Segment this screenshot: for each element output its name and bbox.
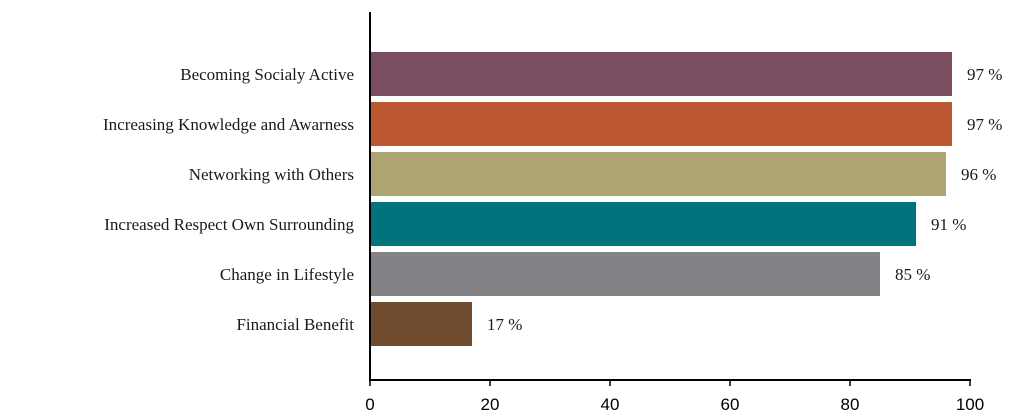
- category-labels: Becoming Socialy Active Increasing Knowle…: [103, 65, 354, 334]
- category-label: Increasing Knowledge and Awarness: [103, 115, 354, 134]
- category-label: Becoming Socialy Active: [180, 65, 354, 84]
- bar: [370, 102, 952, 146]
- x-tick-label: 60: [721, 395, 740, 414]
- value-label: 97 %: [967, 115, 1002, 134]
- category-label: Financial Benefit: [236, 315, 354, 334]
- x-tick-label: 80: [841, 395, 860, 414]
- bar: [370, 152, 946, 196]
- category-label: Change in Lifestyle: [220, 265, 354, 284]
- value-label: 96 %: [961, 165, 996, 184]
- bar: [370, 302, 472, 346]
- x-tick-label: 20: [481, 395, 500, 414]
- x-axis-ticks: 0 20 40 60 80 100: [365, 380, 984, 414]
- bars-group: [370, 52, 952, 346]
- bar: [370, 252, 880, 296]
- x-tick-label: 100: [956, 395, 984, 414]
- x-tick-label: 40: [601, 395, 620, 414]
- x-tick-label: 0: [365, 395, 374, 414]
- category-label: Networking with Others: [189, 165, 354, 184]
- value-label: 97 %: [967, 65, 1002, 84]
- category-label: Increased Respect Own Surrounding: [104, 215, 354, 234]
- bar: [370, 52, 952, 96]
- value-label: 17 %: [487, 315, 522, 334]
- value-label: 85 %: [895, 265, 930, 284]
- value-label: 91 %: [931, 215, 966, 234]
- bar: [370, 202, 916, 246]
- value-labels: 97 % 97 % 96 % 91 % 85 % 17 %: [487, 65, 1002, 334]
